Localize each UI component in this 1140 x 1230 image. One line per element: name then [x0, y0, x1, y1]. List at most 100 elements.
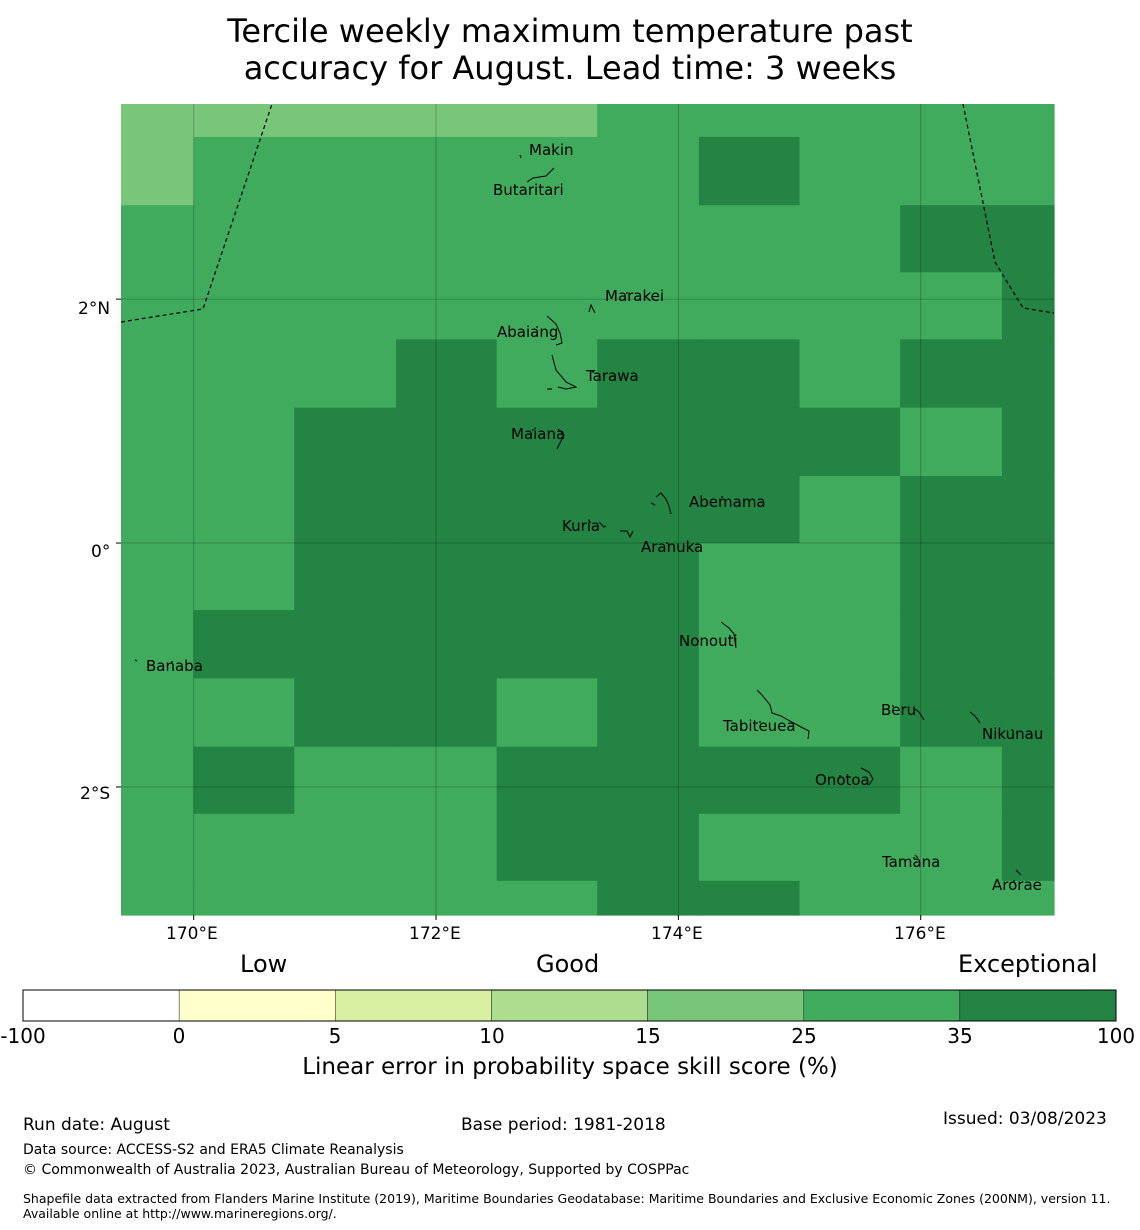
- skill-cell: [1001, 104, 1055, 138]
- island-outline: [556, 428, 565, 450]
- skill-cell: [193, 104, 295, 138]
- skill-cell: [193, 610, 295, 680]
- colorbar-swatch: [491, 989, 648, 1022]
- colorbar-tick: 5: [328, 1024, 342, 1048]
- skill-cell: [1001, 205, 1055, 273]
- skill-cell: [396, 205, 498, 273]
- skill-cell: [193, 746, 295, 815]
- map-title-line-2: accuracy for August. Lead time: 3 weeks: [243, 49, 897, 87]
- skill-cell: [900, 205, 1003, 273]
- skill-cell: [597, 543, 700, 611]
- skill-cell: [1001, 610, 1055, 680]
- skill-cell: [900, 543, 1003, 611]
- place-label-maiana: Maiana: [511, 425, 566, 443]
- skill-cell: [799, 272, 901, 340]
- skill-cell: [698, 678, 801, 748]
- eez-boundary-west: [120, 103, 273, 323]
- place-label-butaritari: Butaritari: [493, 181, 564, 199]
- skill-cell: [900, 880, 1003, 916]
- place-label-aranuka: Aranuka: [641, 538, 704, 556]
- skill-cell: [193, 136, 295, 206]
- skill-cell: [1001, 678, 1055, 748]
- skill-cell: [900, 104, 1003, 138]
- place-label-onotoa: Onotoa: [815, 771, 870, 789]
- place-marker: [589, 521, 591, 523]
- issued-date: Issued: 03/08/2023: [943, 1109, 1107, 1129]
- skill-cell: [193, 272, 295, 340]
- island-outline: [969, 711, 981, 724]
- skill-cell: [121, 678, 195, 748]
- colorbar-title: Linear error in probability space skill …: [302, 1054, 838, 1080]
- colorbar-swatch: [335, 989, 492, 1022]
- island-outline: [650, 492, 672, 515]
- copyright-notice: © Commonwealth of Australia 2023, Austra…: [23, 1162, 690, 1178]
- place-label-beru: Beru: [881, 701, 917, 719]
- skill-cell: [121, 475, 195, 544]
- skill-cell: [698, 746, 801, 815]
- skill-cell: [496, 610, 598, 680]
- skill-cell: [121, 205, 195, 273]
- skill-cell: [799, 880, 901, 916]
- skill-cell: [698, 880, 801, 916]
- lon-label-172e: 172°E: [409, 924, 461, 944]
- place-marker: [892, 705, 894, 707]
- place-marker: [913, 857, 915, 859]
- skill-cell: [597, 272, 700, 340]
- colorbar-tick: 35: [947, 1024, 973, 1048]
- skill-cell: [294, 339, 397, 409]
- skill-cell: [597, 407, 700, 477]
- skill-cell: [496, 880, 598, 916]
- shapefile-credit: Shapefile data extracted from Flanders M…: [23, 1191, 1111, 1221]
- skill-cell: [193, 813, 295, 882]
- skill-cell: [900, 678, 1003, 748]
- skill-cell: [698, 339, 801, 409]
- island-outline: [914, 708, 925, 721]
- colorbar-tick: 25: [791, 1024, 817, 1048]
- place-marker: [592, 371, 594, 373]
- skill-cell: [294, 678, 397, 748]
- place-label-nonouti: Nonouti: [679, 632, 738, 650]
- colorbar-tick: -100: [0, 1024, 46, 1048]
- colorbar-frame: [22, 989, 1117, 1022]
- skill-cell: [597, 339, 700, 409]
- skill-cell: [396, 610, 498, 680]
- skill-cell: [496, 746, 598, 815]
- colorbar-swatch: [178, 989, 336, 1022]
- island-outline: [588, 303, 596, 314]
- colorbar-category-exceptional: Exceptional: [958, 950, 1098, 978]
- skill-cell: [496, 475, 598, 544]
- place-label-banaba: Banaba: [146, 657, 203, 675]
- place-marker: [721, 496, 723, 498]
- skill-cell: [597, 813, 700, 882]
- skill-cell: [396, 475, 498, 544]
- skill-cell: [294, 136, 397, 206]
- island-outline: [546, 315, 563, 346]
- eez-boundary-east: [962, 103, 1055, 314]
- skill-cell: [698, 610, 801, 680]
- skill-cell: [193, 205, 295, 273]
- skill-cell: [900, 610, 1003, 680]
- place-marker: [552, 145, 554, 147]
- colorbar-tick: 15: [635, 1024, 661, 1048]
- skill-cell: [799, 678, 901, 748]
- skill-cell: [1001, 880, 1055, 916]
- skill-cell: [597, 104, 700, 138]
- colorbar-tick: 10: [479, 1024, 505, 1048]
- skill-cell: [294, 880, 397, 916]
- skill-cell: [193, 543, 295, 611]
- lon-label-176e: 176°E: [894, 924, 946, 944]
- place-label-abaiang: Abaiang: [497, 323, 559, 341]
- skill-cell: [121, 272, 195, 340]
- skill-cell: [294, 543, 397, 611]
- skill-cell: [1001, 339, 1055, 409]
- colorbar-category-low: Low: [240, 950, 288, 978]
- skill-cell: [698, 813, 801, 882]
- skill-cell: [496, 813, 598, 882]
- skill-cell: [396, 746, 498, 815]
- skill-cell: [799, 543, 901, 611]
- skill-cell: [496, 678, 598, 748]
- skill-cell: [799, 104, 901, 138]
- colorbar-swatch: [22, 989, 180, 1022]
- skill-cell: [396, 407, 498, 477]
- skill-cell: [900, 136, 1003, 206]
